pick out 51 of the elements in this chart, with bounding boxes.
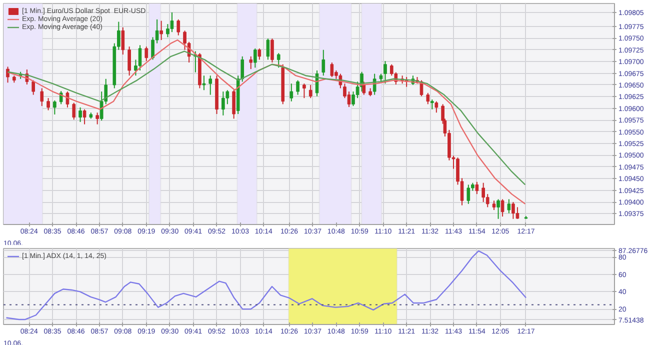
candlestick <box>466 184 470 204</box>
candlestick <box>160 20 163 41</box>
candlestick <box>296 80 300 96</box>
line-series <box>6 250 527 320</box>
candlestick <box>330 62 334 78</box>
candlestick <box>434 100 438 114</box>
candlestick <box>144 46 148 62</box>
candlestick <box>222 91 225 116</box>
candlestick <box>507 198 511 214</box>
candlestick <box>176 18 180 36</box>
candlestick <box>258 48 262 60</box>
candlestick <box>53 100 56 115</box>
candlestick <box>362 81 366 96</box>
line-series <box>7 50 526 186</box>
candlestick <box>290 83 294 102</box>
candlestick <box>138 44 142 71</box>
candlestick <box>59 90 63 105</box>
candlestick <box>240 56 244 82</box>
candlestick <box>266 38 270 60</box>
candlestick <box>121 26 125 56</box>
candlestick <box>232 90 236 120</box>
candlestick <box>496 198 500 220</box>
candlestick <box>322 49 326 76</box>
candlestick <box>72 102 76 120</box>
candlestick <box>426 92 430 105</box>
candlestick <box>254 48 257 68</box>
candlestick <box>166 24 170 38</box>
candlestick <box>308 84 312 99</box>
line-series <box>7 39 526 204</box>
candlestick <box>66 91 70 108</box>
candlestick <box>512 202 515 220</box>
candlestick <box>128 46 131 76</box>
candlestick <box>475 181 479 195</box>
candlestick <box>302 83 306 99</box>
candlestick <box>492 200 496 210</box>
candlestick <box>208 75 212 96</box>
candlestick <box>96 112 99 125</box>
candlestick <box>276 52 280 68</box>
candlestick <box>40 88 44 107</box>
candlestick <box>170 12 174 33</box>
candlestick <box>46 98 50 111</box>
candlestick <box>516 206 520 220</box>
candlestick <box>202 75 206 91</box>
candlestick <box>270 38 274 63</box>
candlestick <box>6 66 10 84</box>
candlestick <box>249 56 253 70</box>
candlestick <box>500 198 504 218</box>
candlestick <box>384 60 387 84</box>
candlestick <box>78 106 82 122</box>
candlestick <box>430 98 434 110</box>
candlestick <box>82 108 86 125</box>
